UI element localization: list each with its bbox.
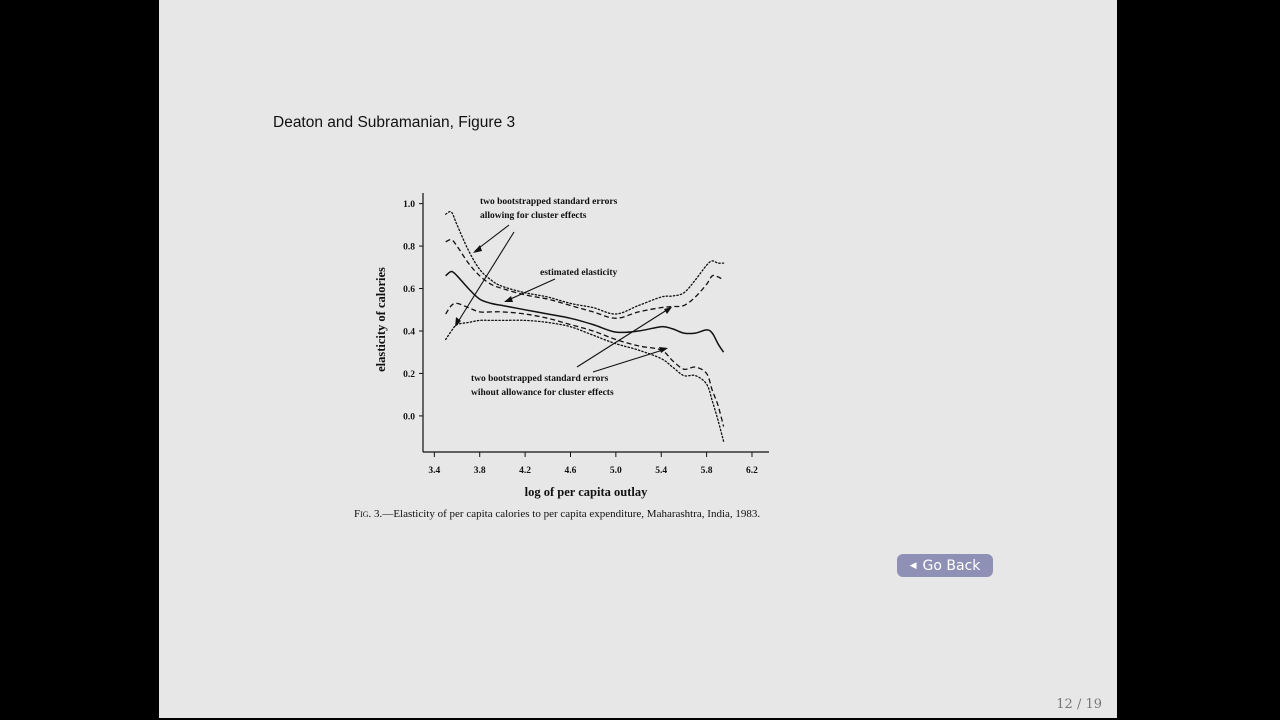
arrowhead-estimated xyxy=(504,296,513,302)
y-axis-label: elasticity of calories xyxy=(374,267,388,372)
elasticity-chart: 1.0 0.8 0.6 0.4 0.2 0.0 3.4 3.8 4.2 4.6 5.0 5.4 5.8 6… xyxy=(374,193,769,499)
arrowhead-cluster-upper xyxy=(473,245,482,253)
arrow-estimated xyxy=(505,278,556,302)
x-tick-label: 4.2 xyxy=(519,466,531,476)
series-line-2 xyxy=(445,302,725,427)
x-tick-label: 5.4 xyxy=(655,466,667,476)
series-line-3 xyxy=(445,210,725,315)
x-tick-label: 6.2 xyxy=(746,466,758,476)
y-tick-label: 0.4 xyxy=(403,327,415,337)
page-number: 12 / 19 xyxy=(1056,697,1102,712)
left-triangle-icon: ◀ xyxy=(909,560,917,571)
x-tick-label: 5.8 xyxy=(701,466,713,476)
x-tick-label: 3.4 xyxy=(428,466,440,476)
x-tick-label: 4.6 xyxy=(565,466,577,476)
annotation-estimated: estimated elasticity xyxy=(540,268,618,278)
chart-series xyxy=(445,210,725,443)
y-tick-label: 0.0 xyxy=(403,412,415,422)
arrowhead-nocluster-upper xyxy=(664,307,672,314)
go-back-button[interactable]: ◀ Go Back xyxy=(897,554,993,577)
annotation-cluster-line1: two bootstrapped standard errors xyxy=(480,197,618,207)
annotation-nocluster-line1: two bootstrapped standard errors xyxy=(471,374,609,384)
slide: Deaton and Subramanian, Figure 3 1.0 0.8 0… xyxy=(159,0,1117,718)
caption-prefix: Fig. 3. xyxy=(354,508,383,520)
arrowhead-nocluster-lower xyxy=(659,347,668,353)
y-tick-label: 0.2 xyxy=(403,370,415,380)
caption-text: —Elasticity of per capita calories to pe… xyxy=(382,508,761,520)
x-tick-label: 5.0 xyxy=(610,466,622,476)
arrow-cluster-lower xyxy=(455,231,515,326)
arrow-cluster-upper xyxy=(474,224,510,252)
arrowhead-cluster-lower xyxy=(455,317,461,327)
series-line-4 xyxy=(445,319,725,443)
annotation-nocluster-line2: wihout allowance for cluster effects xyxy=(471,388,614,398)
arrow-nocluster-upper xyxy=(576,307,671,368)
series-line-1 xyxy=(445,238,724,319)
figure-caption: Fig. 3.—Elasticity of per capita calorie… xyxy=(342,508,804,521)
annotation-arrows xyxy=(455,224,671,373)
x-tick-label: 3.8 xyxy=(474,466,486,476)
arrow-nocluster-lower xyxy=(592,348,667,373)
chart-axes: 1.0 0.8 0.6 0.4 0.2 0.0 3.4 3.8 4.2 4.6 5.0 5.4 5.8 6… xyxy=(374,193,769,499)
y-tick-label: 1.0 xyxy=(403,200,415,210)
go-back-label: Go Back xyxy=(922,557,981,574)
y-tick-label: 0.6 xyxy=(403,285,415,295)
x-axis-label: log of per capita outlay xyxy=(525,485,648,499)
series-line-0 xyxy=(445,270,725,353)
y-tick-label: 0.8 xyxy=(403,243,415,253)
annotation-cluster-line2: allowing for cluster effects xyxy=(480,211,587,221)
slide-title: Deaton and Subramanian, Figure 3 xyxy=(273,114,516,131)
figure: 1.0 0.8 0.6 0.4 0.2 0.0 3.4 3.8 4.2 4.6 5.0 5.4 5.8 6… xyxy=(159,0,1117,718)
